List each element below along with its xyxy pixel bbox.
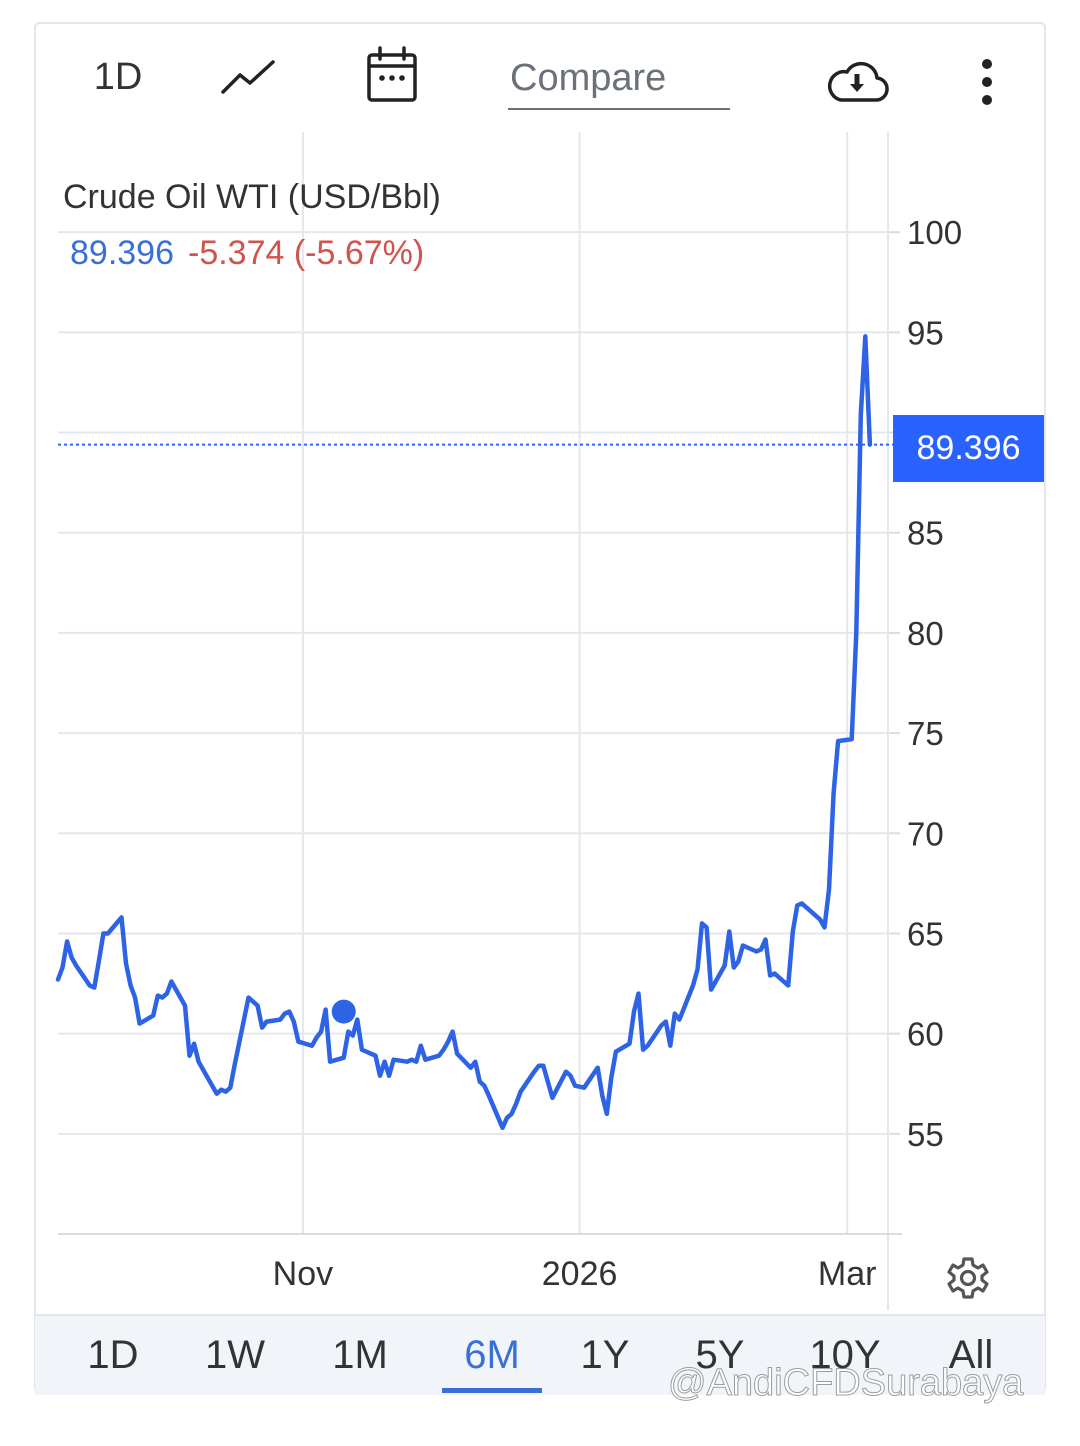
range-1y[interactable]: 1Y (580, 1333, 630, 1377)
range-1d[interactable]: 1D (87, 1333, 139, 1377)
quote-line: 89.396 -5.374 (-5.67%) (70, 234, 424, 273)
y-tick-label: 75 (907, 715, 944, 752)
y-tick-label: 60 (907, 1016, 944, 1053)
y-tick-label: 70 (907, 815, 944, 852)
range-6m[interactable]: 6M (442, 1316, 542, 1395)
x-tick-label: 2026 (542, 1255, 618, 1293)
y-tick-label: 100 (907, 214, 962, 251)
event-marker (331, 999, 356, 1024)
x-tick-label: Mar (818, 1255, 877, 1293)
interval-selector[interactable]: 1D (93, 55, 143, 98)
price-change: -5.374 (-5.67%) (188, 234, 425, 272)
watermark: @AndiCFDSurabaya (667, 1362, 1024, 1405)
calendar-icon[interactable] (364, 44, 420, 106)
last-price: 89.396 (70, 234, 174, 272)
range-1w[interactable]: 1W (205, 1333, 265, 1377)
y-tick-label: 85 (907, 515, 944, 552)
y-tick-label: 80 (907, 615, 944, 652)
compare-input[interactable]: Compare (508, 48, 730, 110)
range-1m[interactable]: 1M (332, 1333, 388, 1377)
instrument-title: Crude Oil WTI (USD/Bbl) (63, 178, 441, 216)
range-10y[interactable]: 10Y (809, 1333, 881, 1377)
range-selector: 1D 1W 1M 6M 1Y 5Y 10Y All (35, 1314, 1045, 1395)
y-tick-label: 95 (907, 314, 944, 351)
last-price-tag: 89.396 (893, 415, 1044, 482)
chart-widget (34, 22, 1046, 1394)
x-tick-label: Nov (273, 1255, 333, 1293)
series-line (55, 334, 873, 1131)
y-tick-label: 55 (907, 1116, 944, 1153)
cloud-download-icon[interactable] (824, 56, 890, 106)
y-tick-label: 65 (907, 915, 944, 952)
more-vertical-icon[interactable] (972, 54, 1002, 110)
line-chart-icon[interactable] (218, 54, 278, 100)
range-all[interactable]: All (948, 1333, 994, 1377)
range-5y[interactable]: 5Y (695, 1333, 745, 1377)
chart-toolbar: 1D Compare (34, 22, 1046, 134)
gear-icon[interactable] (945, 1255, 991, 1301)
